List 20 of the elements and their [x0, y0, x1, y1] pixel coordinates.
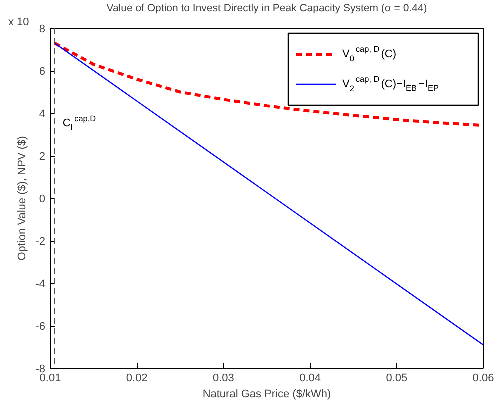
y-tick-label: -6	[36, 321, 46, 333]
y-tick-label: -4	[36, 278, 46, 290]
line-series	[53, 42, 484, 128]
y-tick-label: 8	[39, 24, 46, 36]
x-tick-label: 0.02	[126, 372, 148, 384]
x-tick-label: 0.06	[472, 372, 494, 384]
x-tick-label: 0.04	[300, 372, 322, 384]
x-tick-label: 0.05	[386, 372, 408, 384]
y-tick-label: -2	[36, 236, 46, 248]
text: x 10	[8, 16, 30, 28]
x-tick-label: 0.03	[212, 372, 234, 384]
y-tick-label: 6	[39, 66, 46, 78]
x-axis-title: Natural Gas Price ($/kWh)	[202, 388, 332, 400]
y-tick-label: 4	[39, 108, 46, 120]
y-tick-label: -8	[36, 364, 46, 376]
chart-title: Value of Option to Invest Directly in Peak Capacity System (σ = 0.44)	[106, 2, 428, 14]
x-tick-label: 0.01	[40, 372, 62, 384]
y-tick-label: 0	[39, 194, 46, 206]
y-tick-label: 2	[39, 151, 46, 163]
y-axis-title: Option Value ($), NPV ($)	[16, 136, 29, 261]
